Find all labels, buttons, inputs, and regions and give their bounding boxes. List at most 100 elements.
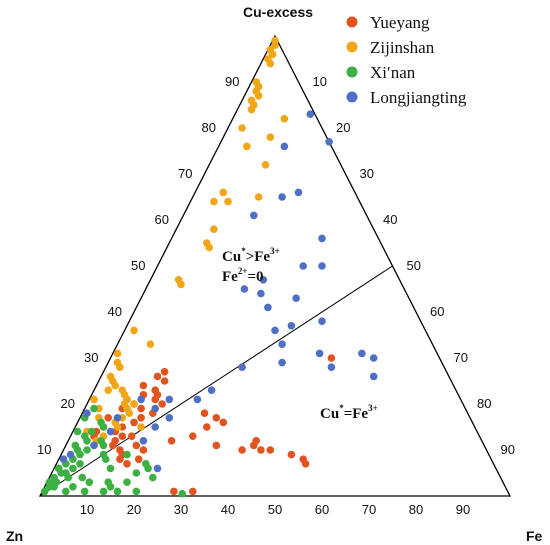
point-yueyang-39: [257, 446, 265, 454]
point-longjiangting-31: [59, 455, 68, 464]
region-lower-sup1: *: [339, 403, 344, 413]
tick-label-bottom-50: 50: [268, 502, 282, 517]
point-longjiangting-28: [137, 395, 145, 404]
region-label-lower: Cu*=Fe3+: [320, 403, 378, 422]
point-longjiangting-35: [165, 395, 174, 404]
point-longjiangting-4: [278, 193, 286, 201]
point-xinan-16: [71, 441, 80, 450]
region-upper-cu: Cu: [222, 249, 241, 265]
legend-label-zijinshan: Zijinshan: [370, 38, 435, 57]
tick-label-left-90: 90: [225, 74, 239, 89]
region-upper-eq: =0: [247, 269, 263, 285]
point-longjiangting-10: [240, 285, 249, 293]
point-longjiangting-34: [151, 423, 159, 431]
point-longjiangting-14: [287, 322, 296, 330]
point-yueyang-40: [252, 437, 260, 445]
tick-label-right-40: 40: [383, 212, 397, 227]
point-xinan-30: [113, 487, 122, 496]
point-yueyang-10: [137, 414, 145, 422]
point-longjiangting-39: [153, 464, 162, 473]
legend-marker-yueyang: [346, 16, 358, 28]
tick-label-bottom-40: 40: [221, 502, 235, 517]
point-zijinshan-9: [254, 92, 263, 100]
svg-text:Cu*>Fe3+: Cu*>Fe3+: [222, 246, 280, 265]
point-zijinshan-3: [268, 50, 277, 59]
region-upper-sup2: 3+: [270, 246, 280, 256]
point-longjiangting-37: [83, 409, 91, 418]
tick-label-left-60: 60: [155, 212, 169, 227]
point-yueyang-0: [139, 381, 148, 390]
point-yueyang-34: [200, 409, 209, 418]
point-zijinshan-51: [146, 340, 155, 349]
point-yueyang-35: [219, 418, 228, 427]
region-upper-sup1: *: [241, 246, 246, 256]
point-longjiangting-3: [294, 188, 303, 197]
apex-label-right: Fe: [526, 528, 543, 544]
point-zijinshan-49: [90, 395, 98, 404]
point-longjiangting-2: [280, 142, 289, 151]
tick-label-left-10: 10: [37, 442, 51, 457]
svg-text:Fe2+=0: Fe2+=0: [222, 266, 264, 285]
legend-marker-xinan: [346, 66, 358, 78]
region-lower-cu: Cu: [320, 406, 339, 422]
point-zijinshan-39: [130, 400, 138, 408]
point-yueyang-9: [137, 404, 145, 413]
point-yueyang-47: [170, 487, 178, 496]
point-xinan-26: [102, 455, 110, 464]
point-xinan-27: [62, 487, 70, 496]
legend-label-xinan: Xi′nan: [370, 63, 416, 82]
point-longjiangting-30: [106, 427, 115, 436]
tick-label-right-30: 30: [360, 166, 374, 181]
gridless-frame: [38, 34, 512, 497]
point-xinan-39: [142, 460, 150, 468]
point-longjiangting-16: [271, 326, 279, 335]
point-yueyang-32: [203, 423, 211, 431]
point-xinan-40: [69, 483, 77, 491]
point-longjiangting-24: [238, 363, 246, 372]
point-yueyang-31: [189, 432, 197, 441]
point-xinan-35: [123, 478, 131, 487]
point-xinan-13: [76, 460, 84, 468]
divider-line: [39, 265, 393, 497]
point-zijinshan-24: [205, 243, 213, 252]
point-yueyang-44: [301, 460, 310, 468]
point-yueyang-30: [167, 437, 176, 445]
tick-label-left-70: 70: [178, 166, 192, 181]
point-longjiangting-11: [257, 289, 265, 298]
point-xinan-20: [87, 427, 96, 436]
point-longjiangting-25: [207, 386, 216, 395]
point-yueyang-49: [127, 432, 136, 441]
point-longjiangting-33: [139, 437, 148, 445]
point-zijinshan-44: [113, 423, 122, 431]
point-xinan-32: [178, 489, 186, 498]
point-longjiangting-12: [292, 294, 300, 303]
point-longjiangting-0: [306, 110, 315, 118]
point-zijinshan-1: [271, 41, 279, 49]
point-zijinshan-26: [177, 280, 185, 289]
tick-label-left-50: 50: [131, 258, 145, 273]
point-zijinshan-27: [130, 326, 138, 335]
tick-label-right-70: 70: [454, 350, 468, 365]
apex-label-left: Zn: [6, 528, 23, 544]
point-longjiangting-27: [151, 404, 159, 413]
point-zijinshan-5: [266, 59, 275, 68]
tick-label-right-20: 20: [336, 120, 350, 135]
point-xinan-24: [99, 441, 108, 450]
point-xinan-28: [80, 487, 89, 496]
point-yueyang-36: [212, 441, 221, 450]
region-upper-rel: >Fe: [246, 249, 271, 265]
point-longjiangting-23: [369, 372, 378, 381]
point-zijinshan-28: [113, 349, 122, 358]
point-longjiangting-21: [369, 354, 378, 362]
point-longjiangting-8: [299, 262, 308, 270]
legend: Yueyang Zijinshan Xi′nan Longjiangting: [346, 13, 467, 107]
tick-label-right-10: 10: [313, 74, 327, 89]
tick-label-right-90: 90: [501, 442, 515, 457]
point-yueyang-1: [153, 372, 162, 381]
point-longjiangting-5: [250, 211, 258, 220]
legend-label-longjiangting: Longjiangting: [370, 88, 467, 107]
point-zijinshan-52: [137, 423, 145, 431]
data-points: [40, 36, 378, 498]
point-yueyang-21: [104, 414, 112, 422]
point-zijinshan-17: [261, 161, 270, 169]
